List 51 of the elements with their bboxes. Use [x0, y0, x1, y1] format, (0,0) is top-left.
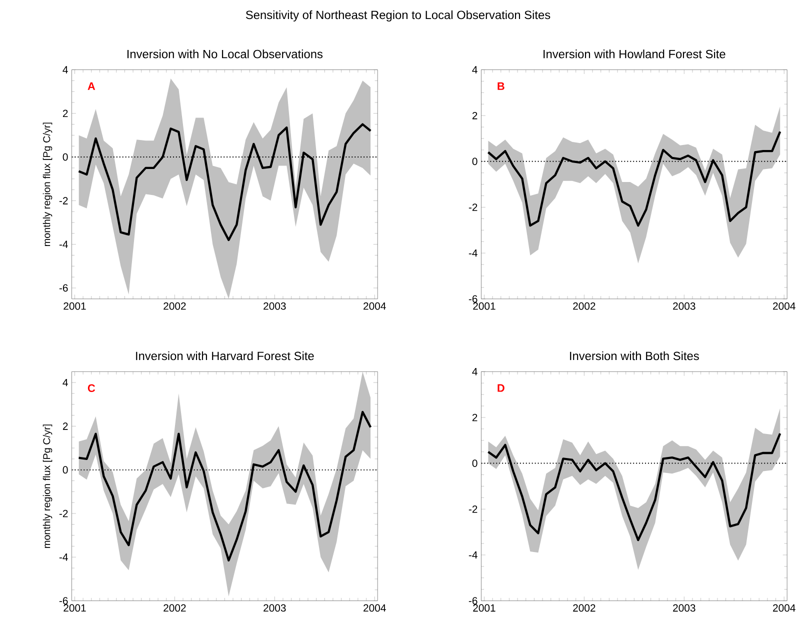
chart-title: Inversion with Harvard Forest Site	[136, 352, 314, 360]
x-tick-label: 2003	[673, 604, 696, 612]
x-tick-label: 2004	[773, 604, 796, 612]
y-tick-label: 2	[472, 414, 478, 422]
x-tick-label: 2004	[364, 302, 386, 310]
annotation: A	[88, 82, 96, 90]
y-tick-label: 0	[472, 460, 478, 468]
y-tick-label: 2	[472, 112, 478, 120]
y-tick-label: -6	[59, 597, 68, 605]
annotation: D	[498, 384, 504, 392]
chart-title: Inversion with Howland Forest Site	[544, 50, 726, 58]
chart-title: Inversion with Both Sites	[570, 352, 699, 360]
y-tick-label: -2	[468, 204, 478, 212]
y-tick-label: -4	[468, 552, 478, 559]
x-tick-label: 2001	[473, 302, 496, 310]
x-tick-label: 2001	[64, 604, 86, 612]
x-tick-label: 2001	[473, 604, 496, 612]
y-tick-label: 0	[62, 466, 68, 474]
y-tick-label: -2	[468, 506, 478, 513]
y-tick-label: 4	[62, 379, 68, 386]
y-tick-label: -6	[468, 597, 478, 605]
y-tick-label: 2	[62, 422, 68, 430]
y-tick-label: -2	[59, 197, 68, 204]
y-tick-label: -2	[59, 510, 68, 518]
y-tick-label: 0	[62, 154, 68, 161]
text: Sensitivity of Northeast Region to Local Observation Sites	[246, 10, 550, 22]
y-tick-label: 4	[472, 66, 478, 74]
annotation: C	[88, 384, 96, 392]
y-tick-label: 2	[62, 110, 68, 118]
x-tick-label: 2003	[264, 604, 286, 612]
x-tick-label: 2002	[573, 604, 596, 612]
y-tick-label: -6	[59, 284, 68, 292]
x-tick-label: 2002	[573, 302, 596, 310]
y-tick-label: -4	[59, 240, 68, 248]
y-tick-label: -4	[59, 554, 68, 561]
x-tick-label: 2003	[264, 302, 286, 310]
y-axis-title: monthly region flux [Pg C/yr]	[42, 122, 52, 246]
x-tick-label: 2003	[673, 302, 696, 310]
chart-title: Inversion with No Local Observations	[127, 50, 323, 58]
x-tick-label: 2004	[364, 604, 386, 612]
y-tick-label: 4	[62, 66, 68, 74]
annotation: B	[498, 82, 504, 90]
y-axis-title: monthly region flux [Pg C/yr]	[42, 424, 52, 548]
x-tick-label: 2002	[164, 604, 186, 612]
x-tick-label: 2002	[164, 302, 186, 310]
y-tick-label: 0	[472, 158, 478, 166]
y-tick-label: -4	[468, 250, 478, 257]
y-tick-label: -6	[468, 295, 478, 303]
x-tick-label: 2001	[64, 302, 86, 310]
x-tick-label: 2004	[773, 302, 796, 310]
y-tick-label: 4	[472, 368, 478, 376]
